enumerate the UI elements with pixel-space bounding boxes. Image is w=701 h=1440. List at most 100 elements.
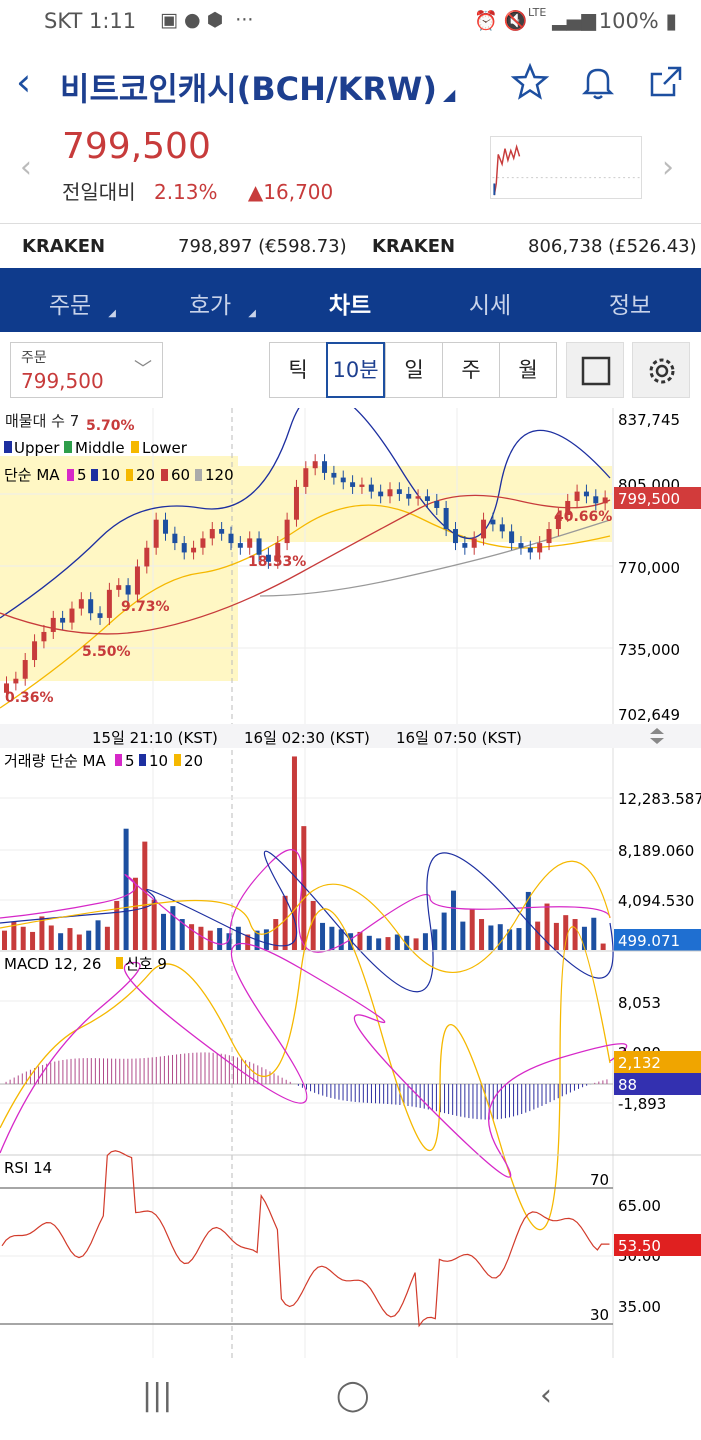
volume-bar [282,895,288,950]
volume-bar [179,919,185,950]
svg-text:2,132: 2,132 [618,1054,661,1072]
ma-legend-10: 10 [101,466,120,484]
svg-text:5: 5 [125,752,135,770]
signal-icon: ▂▄▆ [552,9,596,31]
period-10min[interactable]: 10분 [326,342,385,398]
coin-title[interactable]: 비트코인캐시(BCH/KRW) ◢ [60,70,456,108]
change-label: 전일대비 [62,180,136,204]
back-arrow-icon[interactable]: ‹ [16,60,32,104]
star-icon[interactable] [510,62,550,102]
order-quick-button[interactable]: 주문 799,500 ﹀ [10,342,163,398]
tab-info[interactable]: 정보 [608,293,652,319]
volume-bar [441,912,447,950]
y-tick: 735,000 [618,641,680,659]
volume-bar [535,921,541,950]
volume-bar [114,900,120,950]
ma-legend-label: 단순 MA [4,466,60,484]
volume-bar [497,924,503,950]
svg-text:8,053: 8,053 [618,994,661,1012]
volume-bar [189,924,195,950]
change-line: 전일대비 2.13% ▲16,700 [62,176,357,205]
candle [200,538,206,548]
tab-chart[interactable]: 차트 [328,293,372,319]
candle [69,608,75,623]
tab-orderbook[interactable]: 호가 ◢ [188,293,256,319]
home-icon[interactable]: ◯ [336,1378,370,1413]
volume-bar [170,906,176,950]
candle [490,519,496,525]
candle [228,533,234,544]
profile-annotation: 5.50% [82,644,131,660]
candle [153,519,159,548]
period-tick[interactable]: 틱 [269,342,327,398]
back-nav-icon[interactable]: ‹ [540,1378,552,1413]
exchange-value: 806,738 (£526.43) [528,236,697,257]
volume-bar [245,934,251,950]
candle [50,617,56,632]
rsi-panel: RSI 14 70 30 65.00 50.00 35.00 53.50 [0,1150,701,1328]
volume-current-label: 499.071 [618,932,680,950]
tab-market[interactable]: 시세 [468,293,512,319]
candle [565,500,571,516]
carrier-time: SKT 1:11 [44,9,137,33]
tab-order[interactable]: 주문 ◢ [48,293,116,319]
y-tick: 837,745 [618,411,680,429]
period-week[interactable]: 주 [442,342,500,398]
x-tick: 16일 07:50 (KST) [396,729,522,747]
next-coin-icon[interactable]: › [662,150,674,185]
volume-bar [142,841,148,950]
candle [134,566,140,595]
profile-annotation: 9.73% [121,599,170,615]
candle [593,496,599,504]
candle [88,599,94,614]
bell-icon[interactable] [578,62,618,102]
profile-annotation: 18.53% [248,554,306,570]
recent-apps-icon[interactable]: ||| [142,1378,173,1413]
settings-button[interactable] [632,342,690,398]
volume-bar [507,929,513,950]
share-icon[interactable] [646,62,686,102]
app-header: ‹ 비트코인캐시(BCH/KRW) ◢ [0,44,701,122]
candle [275,543,281,562]
svg-text:-1,893: -1,893 [618,1095,666,1113]
volume-current-tag [614,929,701,951]
candle [415,496,421,499]
candle [41,631,47,642]
chart-area[interactable]: 매물대 수 7 5.70% 18.53% 9.73% 5.50% 0.36% 4… [0,408,701,1358]
legend-middle: Middle [75,439,125,457]
candle [537,543,543,553]
prev-coin-icon[interactable]: ‹ [20,150,32,185]
svg-text:35.00: 35.00 [618,1298,661,1316]
candle [4,683,9,693]
volume-bar [20,926,26,950]
period-day[interactable]: 일 [385,342,443,398]
title-dropdown-icon[interactable]: ◢ [442,85,456,104]
candle [509,531,515,544]
period-month[interactable]: 월 [499,342,557,398]
order-label: 주문 [21,350,47,366]
resize-handle-icon[interactable] [650,728,664,744]
volume-bar [161,913,167,950]
svg-text:20: 20 [184,752,203,770]
candle [350,482,356,487]
candle [312,461,318,469]
price-panel: 매물대 수 7 5.70% 18.53% 9.73% 5.50% 0.36% 4… [0,408,701,1358]
volume-bar [376,938,382,950]
mini-sparkline[interactable] [490,136,642,199]
divider [0,223,701,224]
candle [60,617,66,623]
volume-bar [357,931,363,950]
ma60-line [0,494,611,635]
svg-text:70: 70 [590,1171,609,1189]
candle [247,538,253,548]
candle [387,489,393,497]
volume-bar [320,922,326,950]
candle [322,461,328,473]
notification-icons: ▣ ● ⬢ ··· [160,9,254,31]
volume-bar [450,890,456,950]
volume-bar [591,917,597,950]
fullscreen-button[interactable] [566,342,624,398]
candle [368,484,374,492]
volume-bar [516,928,522,950]
chevron-down-icon: ﹀ [134,359,152,380]
